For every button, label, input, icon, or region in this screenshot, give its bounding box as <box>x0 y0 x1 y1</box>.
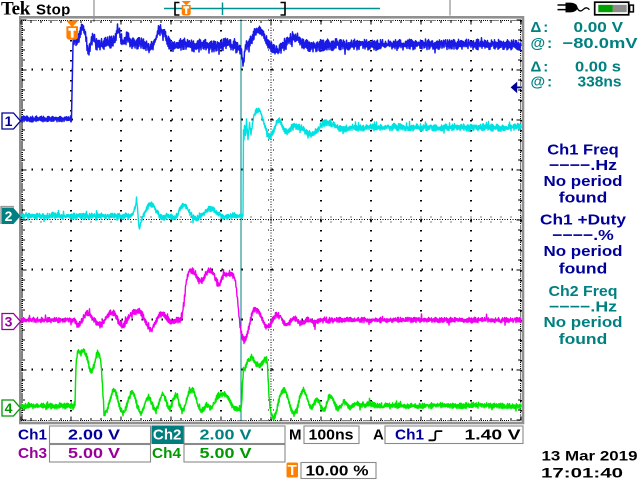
svg-text:Ch1: Ch1 <box>18 426 47 443</box>
svg-text:338ns: 338ns <box>578 74 622 91</box>
svg-text:found: found <box>559 189 608 206</box>
svg-text:Tek: Tek <box>1 0 31 20</box>
svg-text:Ch2 Freq: Ch2 Freq <box>549 283 618 300</box>
svg-text:Ch1: Ch1 <box>395 426 424 443</box>
svg-text:100ns: 100ns <box>309 426 354 443</box>
svg-text:1: 1 <box>5 113 13 129</box>
svg-text:Ch4: Ch4 <box>152 445 182 462</box>
svg-text:0.00 s: 0.00 s <box>575 59 621 76</box>
svg-text:3: 3 <box>5 314 13 330</box>
svg-text:13 Mar 2019: 13 Mar 2019 <box>542 448 638 464</box>
svg-text:@:: @: <box>531 35 555 52</box>
svg-text:Stop: Stop <box>36 2 71 19</box>
svg-text:Ch1 +Duty: Ch1 +Duty <box>540 212 627 229</box>
svg-text:Ch1 Freq: Ch1 Freq <box>547 142 619 159</box>
svg-text:17:01:40: 17:01:40 <box>541 465 623 480</box>
svg-text:5.00 V: 5.00 V <box>68 445 120 462</box>
svg-text:1.40 V: 1.40 V <box>465 426 521 443</box>
svg-text:found: found <box>559 331 608 348</box>
svg-text:@:: @: <box>531 74 555 91</box>
svg-text:−−−−.Hz: −−−−.Hz <box>549 299 617 316</box>
svg-text:2.00 V: 2.00 V <box>68 426 120 443</box>
svg-text:Ch2: Ch2 <box>153 426 182 443</box>
svg-text:−80.0mV: −80.0mV <box>563 35 638 52</box>
svg-text:A: A <box>373 426 384 443</box>
svg-text:T: T <box>288 462 297 479</box>
svg-text:M: M <box>289 426 302 443</box>
svg-text:Δ:: Δ: <box>531 19 551 36</box>
svg-text:2.00 V: 2.00 V <box>200 426 252 443</box>
svg-text:Δ:: Δ: <box>531 59 551 76</box>
svg-text:No period: No period <box>544 314 623 331</box>
svg-text:0.00 V: 0.00 V <box>574 19 624 36</box>
svg-text:5.00 V: 5.00 V <box>200 445 252 462</box>
svg-text:No period: No period <box>544 173 623 190</box>
svg-text:No period: No period <box>544 243 623 260</box>
svg-text:found: found <box>559 260 608 277</box>
svg-text:−−−−.%: −−−−.% <box>552 227 614 244</box>
svg-text:Ch3: Ch3 <box>18 445 47 462</box>
svg-text:4: 4 <box>5 400 13 416</box>
svg-text:−−−−.Hz: −−−−.Hz <box>549 157 617 174</box>
svg-text:2: 2 <box>5 208 13 224</box>
svg-text:10.00 %: 10.00 % <box>306 463 369 480</box>
